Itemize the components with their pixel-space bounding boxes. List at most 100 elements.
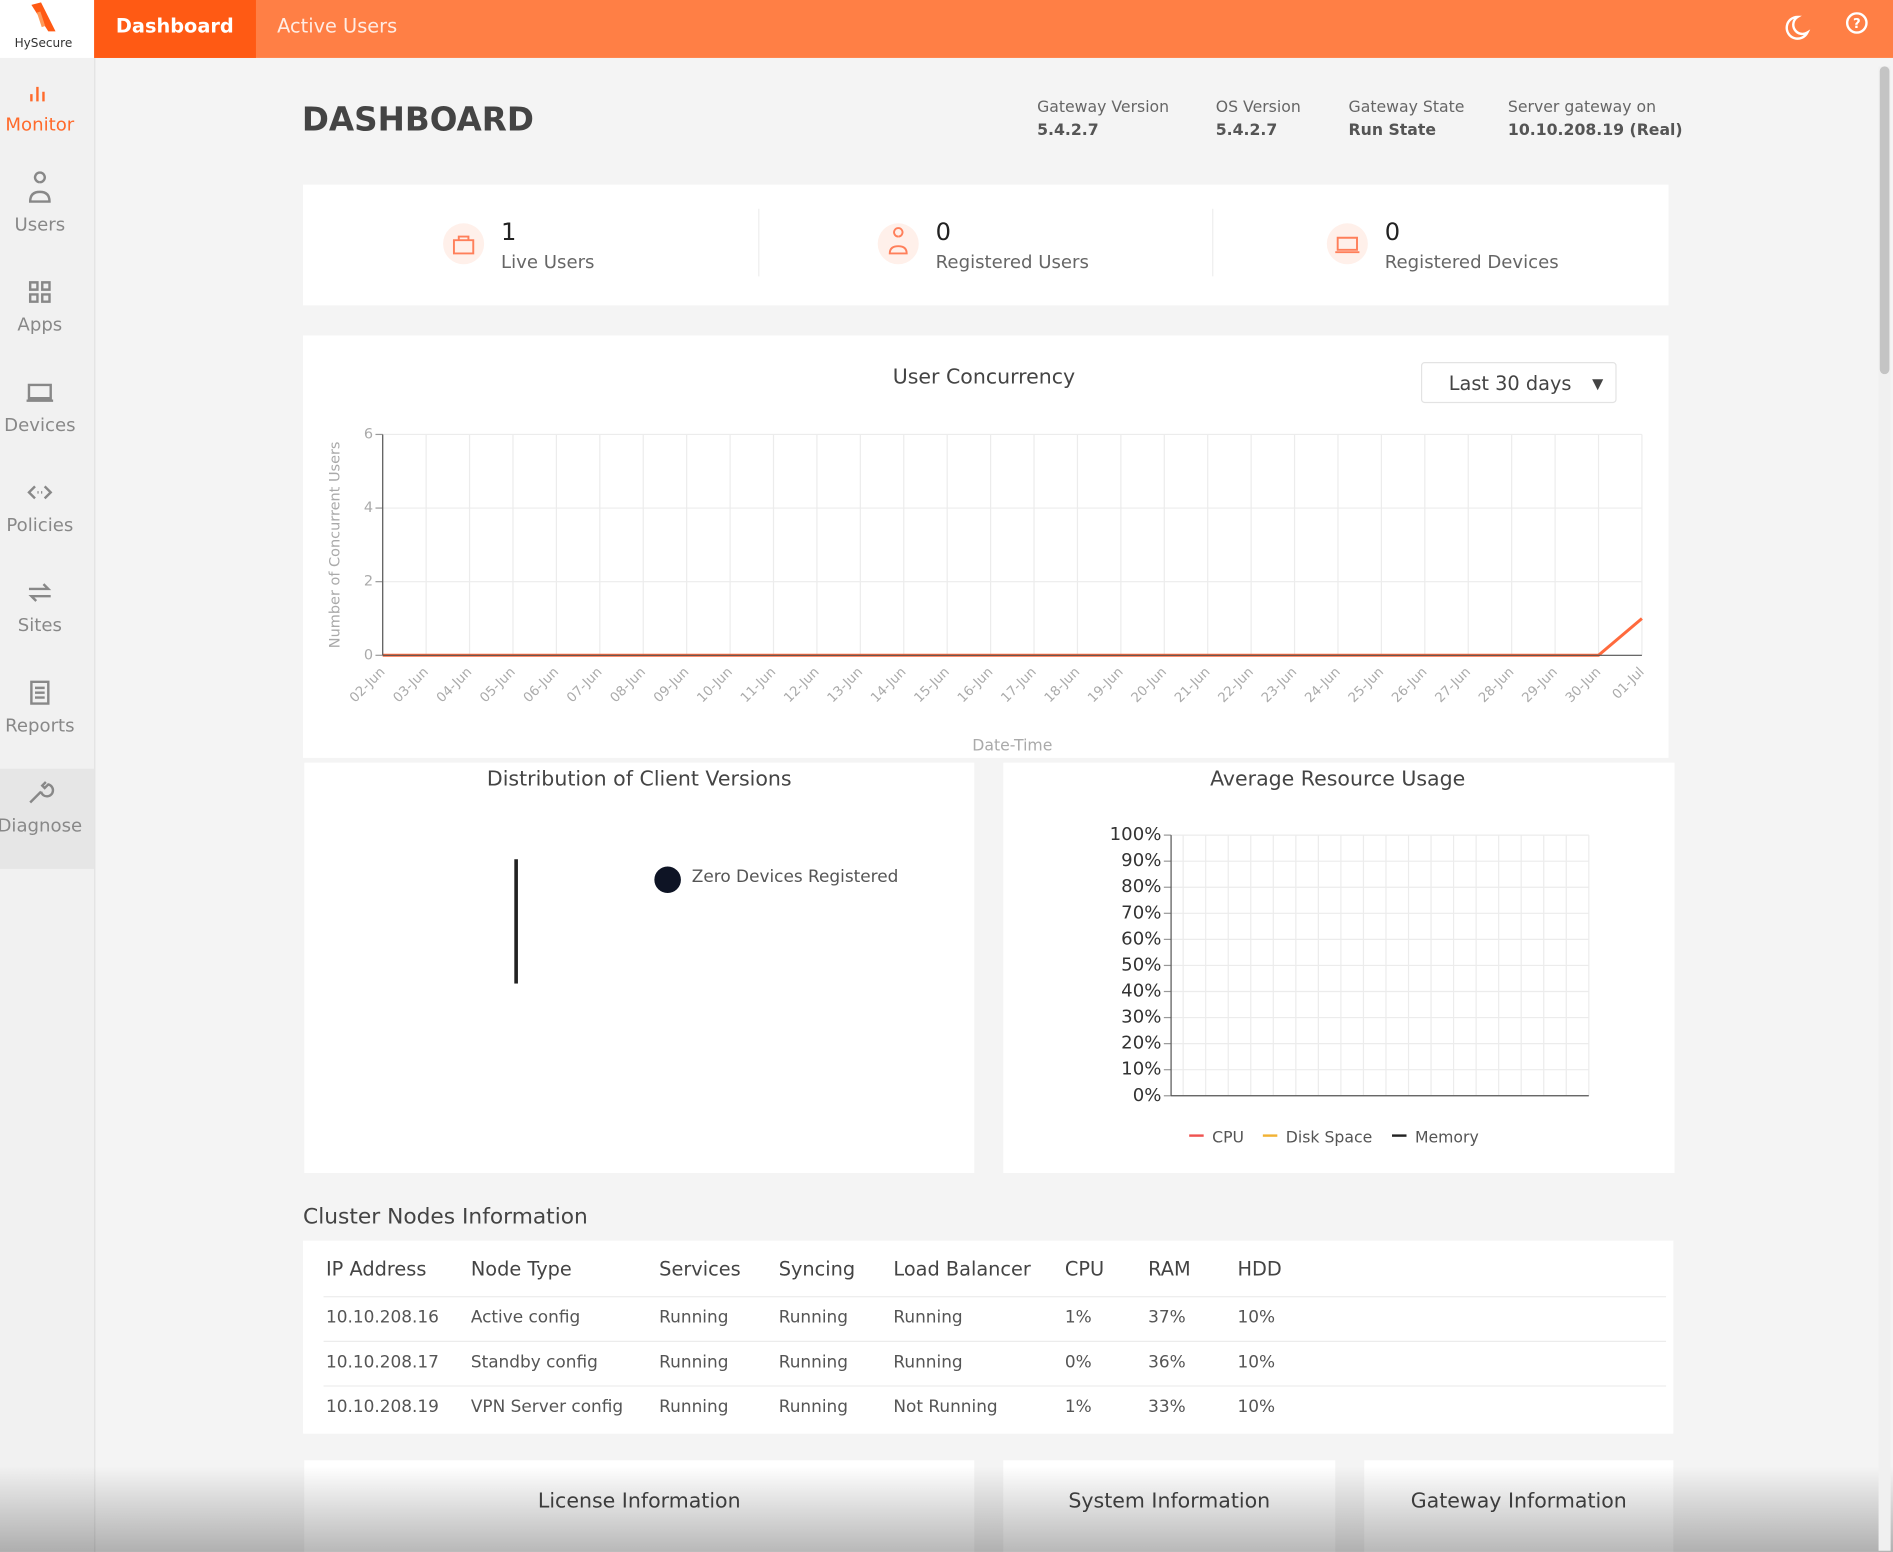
- legend-label: Memory: [1415, 1128, 1479, 1147]
- top-icons: ?: [1785, 12, 1868, 40]
- stat-icon-bg: [1326, 223, 1368, 265]
- x-tick-label: 19-Jun: [1085, 665, 1126, 706]
- table-header: Services: [659, 1257, 741, 1281]
- y-tick-label: 4: [364, 500, 373, 516]
- x-tick-label: 17-Jun: [999, 665, 1040, 706]
- y-tick-label: 20%: [1121, 1033, 1161, 1054]
- y-tick-label: 50%: [1121, 954, 1161, 975]
- range-select[interactable]: Last 30 days ▼: [1420, 362, 1617, 404]
- table-cell: 37%: [1148, 1308, 1186, 1328]
- x-tick-label: 13-Jun: [825, 665, 866, 706]
- stat-icon: [888, 227, 908, 255]
- table-cell: Standby config: [470, 1352, 598, 1373]
- legend-label: Disk Space: [1286, 1128, 1373, 1147]
- side-nav-label: Devices: [4, 413, 76, 436]
- legend-dot: [654, 866, 681, 894]
- info-value: 5.4.2.7: [1037, 121, 1099, 140]
- side-nav-label: Monitor: [5, 113, 75, 136]
- table-header: Node Type: [470, 1257, 572, 1281]
- table-cell: Active config: [470, 1308, 581, 1328]
- table-cell: Running: [778, 1397, 848, 1417]
- tabs: Dashboard Active Users: [94, 0, 419, 58]
- x-tick-label: 30-Jun: [1563, 665, 1604, 706]
- nav-icon: [30, 680, 50, 705]
- side-nav-item[interactable]: Diagnose: [0, 768, 95, 869]
- svg-text:?: ?: [1853, 17, 1861, 32]
- table-header: Syncing: [778, 1257, 856, 1281]
- x-axis-label: Date-Time: [972, 735, 1052, 754]
- table-cell: Running: [778, 1352, 848, 1373]
- side-nav-item[interactable]: Policies: [0, 468, 94, 568]
- client-versions-card: Distribution of Client Versions Zero Dev…: [304, 762, 975, 1174]
- top-bar: ?: [94, 0, 1893, 58]
- info-value: 10.10.208.19 (Real): [1507, 121, 1683, 140]
- y-tick-label: 60%: [1121, 928, 1161, 949]
- table-cell: Running: [778, 1308, 848, 1328]
- panel-title: Distribution of Client Versions: [486, 767, 792, 792]
- divider: [758, 208, 760, 277]
- info-value: 5.4.2.7: [1215, 121, 1278, 140]
- scroll-thumb[interactable]: [1879, 66, 1890, 375]
- row-divider: [323, 1296, 1667, 1298]
- x-tick-label: 22-Jun: [1216, 665, 1257, 706]
- card-title: License Information: [537, 1489, 741, 1514]
- page-title: DASHBOARD: [301, 101, 534, 139]
- stat-value: 0: [1384, 217, 1401, 247]
- y-tick-label: 0%: [1133, 1085, 1162, 1106]
- chart-title: Average Resource Usage: [1210, 767, 1465, 791]
- x-tick-label: 01-Jul: [1610, 665, 1648, 703]
- side-nav-item[interactable]: Reports: [0, 669, 94, 769]
- nav-icon: [28, 281, 51, 303]
- nav-icon: [26, 383, 54, 402]
- nav-icon: [28, 171, 51, 203]
- x-tick-label: 16-Jun: [955, 665, 996, 706]
- side-nav-item[interactable]: Monitor: [0, 68, 94, 168]
- side-nav-label: Policies: [6, 514, 74, 536]
- x-tick-label: 06-Jun: [521, 665, 562, 706]
- x-tick-label: 05-Jun: [478, 665, 519, 706]
- y-tick-label: 30%: [1121, 1007, 1161, 1028]
- x-tick-label: 04-Jun: [434, 665, 475, 706]
- x-tick-label: 24-Jun: [1303, 665, 1344, 706]
- table-cell: 10.10.208.17: [325, 1352, 439, 1373]
- x-tick-label: 12-Jun: [781, 665, 822, 706]
- y-tick-label: 2: [364, 574, 373, 590]
- side-nav-item[interactable]: Sites: [0, 568, 94, 668]
- x-tick-label: 02-Jun: [347, 665, 388, 706]
- side-nav-item[interactable]: Apps: [0, 268, 94, 368]
- y-tick-label: 6: [364, 426, 373, 442]
- y-tick-label: 10%: [1121, 1059, 1161, 1080]
- table-header: RAM: [1148, 1257, 1191, 1281]
- table-cell: 36%: [1148, 1352, 1186, 1373]
- nav-icon: [27, 485, 53, 500]
- info-label: Gateway State: [1348, 98, 1465, 118]
- empty-pie: [514, 859, 518, 984]
- y-tick-label: 80%: [1121, 876, 1161, 897]
- x-tick-label: 25-Jun: [1346, 665, 1387, 706]
- y-tick-label: 100%: [1110, 824, 1162, 845]
- brand: HySecure: [14, 37, 73, 51]
- x-tick-label: 08-Jun: [608, 665, 649, 706]
- table-header: IP Address: [325, 1257, 427, 1281]
- x-tick-label: 14-Jun: [868, 665, 909, 706]
- x-tick-label: 10-Jun: [695, 665, 736, 706]
- info-card: License Information: [304, 1460, 975, 1552]
- x-tick-label: 07-Jun: [564, 665, 605, 706]
- stat-icon-bg: [443, 223, 485, 265]
- nav-tab[interactable]: Active Users: [277, 14, 398, 38]
- stat-label: Registered Devices: [1384, 251, 1559, 273]
- table-header: Load Balancer: [893, 1257, 1031, 1281]
- table-header: CPU: [1064, 1257, 1105, 1281]
- side-nav-item[interactable]: Devices: [0, 368, 94, 468]
- y-tick-label: 70%: [1121, 902, 1161, 923]
- side-nav-item[interactable]: Users: [0, 168, 94, 268]
- info-card: Gateway Information: [1364, 1460, 1674, 1552]
- nav-tab[interactable]: Dashboard: [94, 0, 256, 58]
- nav-icon: [28, 583, 52, 602]
- y-axis-label: Number of Concurrent Users: [328, 442, 344, 649]
- nav-icon: [29, 781, 55, 804]
- legend-text: Zero Devices Registered: [691, 867, 899, 887]
- data-line: [382, 617, 1643, 657]
- cluster-title: Cluster Nodes Information: [303, 1204, 588, 1230]
